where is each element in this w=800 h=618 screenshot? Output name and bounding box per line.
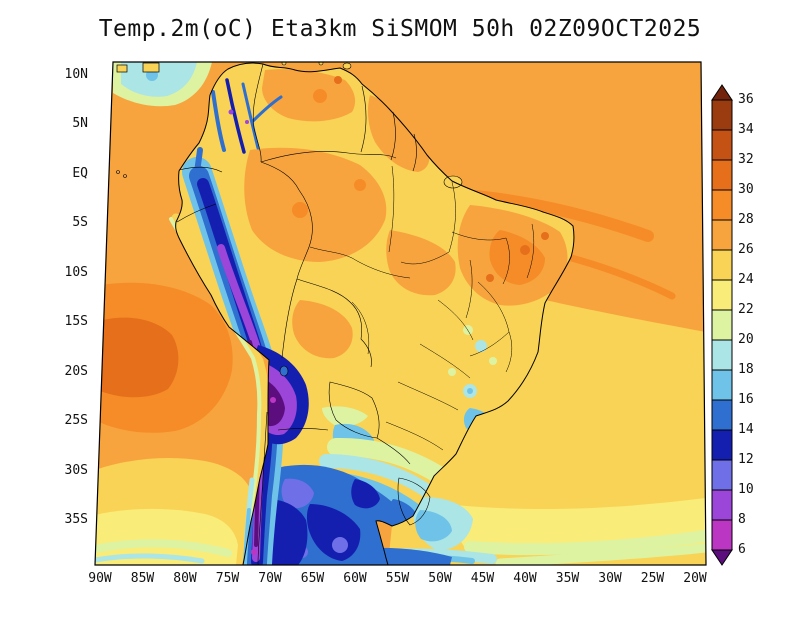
temperature-field — [95, 62, 706, 565]
colorbar-segment — [711, 399, 733, 431]
lat-tick-label: 10S — [64, 264, 88, 280]
lon-tick-label: 40W — [513, 571, 537, 586]
lon-tick-label: 30W — [598, 571, 622, 586]
colorbar-level-label: 14 — [738, 422, 754, 437]
colorbar-level-label: 24 — [738, 272, 754, 287]
map-frame — [94, 61, 707, 566]
colorbar-level-label: 20 — [738, 332, 754, 347]
lat-tick-label: 15S — [64, 314, 88, 330]
lon-tick-label: 20W — [683, 571, 707, 586]
colorbar-level-label: 36 — [738, 92, 754, 107]
lon-tick-label: 25W — [640, 571, 665, 586]
lat-tick-label: 5S — [72, 215, 88, 231]
lon-tick-label: 55W — [385, 571, 410, 586]
colorbar-segment — [711, 519, 733, 551]
colorbar-level-label: 28 — [738, 212, 754, 227]
lon-tick-label: 85W — [130, 571, 155, 586]
lon-tick-label: 75W — [215, 571, 240, 586]
colorbar-segment — [711, 189, 733, 221]
colorbar-level-label: 22 — [738, 302, 754, 317]
colorbar-level-label: 6 — [738, 542, 746, 557]
lon-tick-label: 90W — [88, 571, 112, 586]
colorbar-level-label: 30 — [738, 182, 754, 197]
colorbar-segment — [711, 279, 733, 311]
lon-tick-label: 60W — [343, 571, 367, 586]
lon-tick-label: 65W — [300, 571, 325, 586]
lon-tick-label: 35W — [555, 571, 580, 586]
lon-tick-label: 50W — [428, 571, 452, 586]
colorbar-segment — [711, 459, 733, 491]
lat-tick-label: 25S — [64, 413, 88, 429]
lake-titicaca — [279, 365, 289, 377]
colorbar-segment — [711, 489, 733, 521]
lat-tick-label: EQ — [72, 165, 88, 181]
colorbar-level-label: 8 — [738, 512, 746, 527]
colorbar-level-label: 16 — [738, 392, 754, 407]
lon-tick-label: 45W — [470, 571, 495, 586]
colorbar-segment — [711, 219, 733, 251]
colorbar-level-label: 26 — [738, 242, 754, 257]
colorbar-segment — [711, 249, 733, 281]
lat-tick-label: 30S — [64, 462, 88, 478]
colorbar-level-label: 32 — [738, 152, 754, 167]
country-borders — [175, 62, 575, 565]
colorbar-arrow-top — [711, 84, 733, 101]
lat-tick-label: 20S — [64, 363, 88, 379]
colorbar-segment — [711, 309, 733, 341]
lon-tick-label: 70W — [258, 571, 282, 586]
colorbar-level-label: 12 — [738, 452, 754, 467]
colorbar-segment — [711, 159, 733, 191]
colorbar-segment — [711, 339, 733, 371]
colorbar-level-label: 34 — [738, 122, 754, 137]
colorbar-segment — [711, 369, 733, 401]
colorbar-segment — [711, 429, 733, 461]
lat-tick-label: 10N — [64, 67, 88, 82]
lat-tick-label: 35S — [64, 511, 88, 527]
chart-title: Temp.2m(oC) Eta3km SiSMOM 50h 02Z09OCT20… — [98, 16, 702, 42]
lon-tick-label: 80W — [173, 571, 197, 586]
colorbar-segment — [711, 129, 733, 161]
colorbar-level-label: 18 — [738, 362, 754, 377]
colorbar-arrow-bottom — [711, 549, 733, 566]
lat-tick-label: 5N — [72, 116, 88, 132]
colorbar-segment — [711, 99, 733, 131]
colorbar-level-label: 10 — [738, 482, 754, 497]
